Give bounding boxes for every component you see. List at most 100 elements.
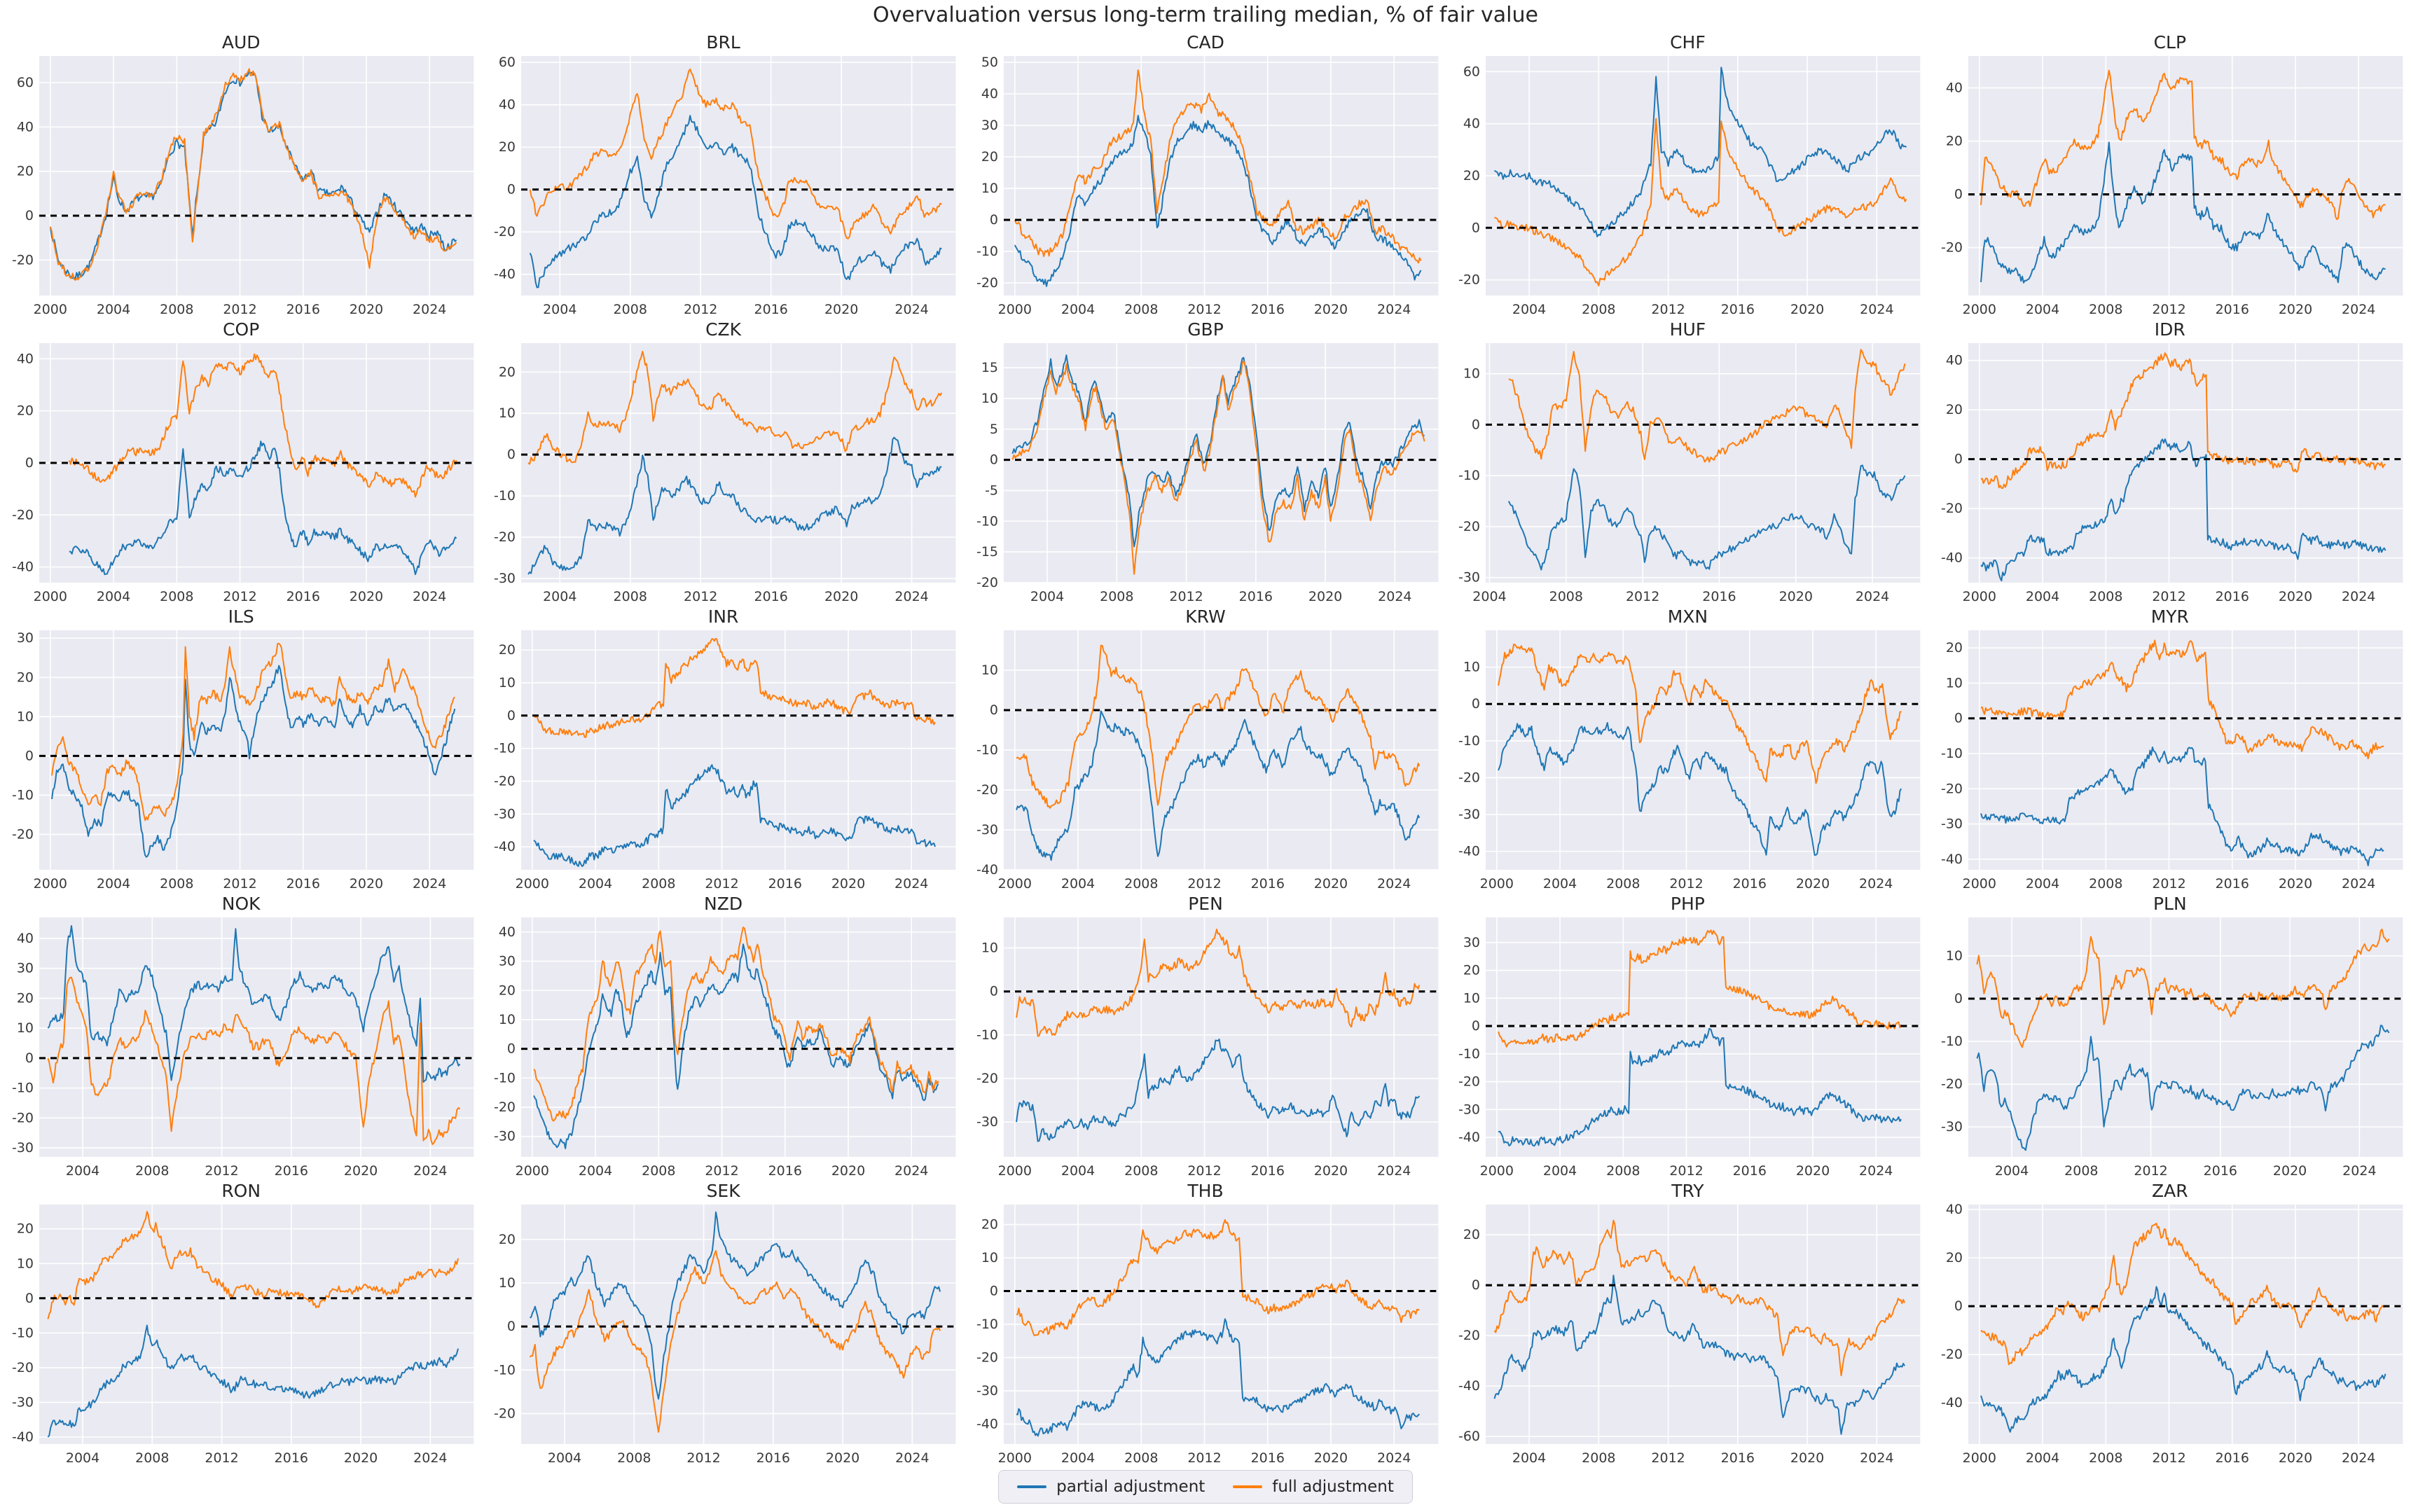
subplot-canvas-NZD: 2000 2004 2008 2012 2016 2020 2024 -30 -20 -10 0 10… [494,917,956,1179]
svg-text:2024: 2024 [413,589,446,604]
svg-text:2004: 2004 [2025,1450,2059,1466]
svg-text:2000: 2000 [34,876,67,892]
svg-text:20: 20 [1945,1250,1962,1265]
svg-text:-10: -10 [12,1081,34,1096]
subplot-title: RON [221,1181,261,1201]
svg-text:20: 20 [499,139,516,155]
svg-text:-20: -20 [976,782,998,798]
svg-text:2004: 2004 [1030,589,1064,604]
svg-text:2020: 2020 [2278,876,2312,892]
svg-text:2004: 2004 [2025,589,2059,604]
svg-text:20: 20 [1945,134,1962,149]
subplot-canvas-PLN: 2004 2008 2012 2016 2020 2024 -30 -20 -10 0 10 [1941,917,2403,1179]
svg-text:2008: 2008 [2089,1450,2122,1466]
svg-text:2020: 2020 [824,302,858,317]
svg-text:0: 0 [990,452,998,468]
subplot-title: BRL [706,32,740,53]
svg-text:40: 40 [499,924,516,940]
svg-text:2012: 2012 [684,302,717,317]
svg-text:-40: -40 [12,1429,34,1445]
subplot-canvas-MYR: 2000 2004 2008 2012 2016 2020 2024 -40 -30 -20 -10… [1941,630,2403,892]
svg-text:0: 0 [25,455,34,471]
svg-text:2008: 2008 [1124,1163,1158,1179]
svg-text:-10: -10 [494,1362,516,1378]
svg-text:-60: -60 [1458,1429,1480,1444]
svg-text:-30: -30 [12,1394,34,1410]
svg-text:2008: 2008 [160,302,193,317]
svg-text:2016: 2016 [286,876,320,892]
svg-text:2004: 2004 [1061,1450,1095,1466]
svg-text:2016: 2016 [1702,589,1736,604]
subplot-canvas-ILS: 2000 2004 2008 2012 2016 2020 2024 -20 -10 0 10 20 3… [12,630,474,892]
svg-text:0: 0 [1472,1277,1480,1293]
svg-text:10: 10 [1463,366,1480,382]
svg-text:2020: 2020 [2278,302,2312,317]
svg-text:2000: 2000 [1962,589,1996,604]
svg-text:2016: 2016 [275,1163,308,1179]
charts-grid: AUD 2000 2004 2008 2012 2016 2020 2024 -20 0 20 40 6… [0,31,2411,1466]
svg-text:0: 0 [507,182,516,197]
svg-text:5: 5 [990,422,998,437]
svg-text:-20: -20 [1941,501,1963,516]
legend-row: partial adjustment full adjustment [0,1466,2411,1507]
svg-text:2016: 2016 [286,302,320,317]
svg-text:-30: -30 [12,1140,34,1156]
svg-text:-20: -20 [1941,240,1963,256]
subplot-INR: INR 2000 2004 2008 2012 2016 2020 2024 -40 -30 -20… [482,605,964,892]
svg-text:2012: 2012 [205,1450,238,1466]
subplot-NOK: NOK 2004 2008 2012 2016 2020 2024 -30 -20 -10 0 10 2… [0,892,482,1179]
svg-text:2020: 2020 [350,876,383,892]
svg-text:2008: 2008 [2089,589,2122,604]
svg-text:-40: -40 [1941,550,1963,566]
svg-text:0: 0 [1472,1018,1480,1034]
subplot-canvas-IDR: 2000 2004 2008 2012 2016 2020 2024 -40 -20 0 20 40 [1941,343,2403,604]
svg-text:0: 0 [1954,452,1963,467]
svg-text:2012: 2012 [2152,589,2185,604]
svg-text:2008: 2008 [642,876,676,892]
svg-text:2008: 2008 [1124,302,1158,317]
svg-text:60: 60 [499,55,516,70]
svg-text:2004: 2004 [66,1163,99,1179]
svg-text:10: 10 [1463,990,1480,1006]
svg-text:-20: -20 [976,1071,998,1086]
subplot-canvas-CAD: 2000 2004 2008 2012 2016 2020 2024 -20 -10 0 10 20 3… [976,55,1439,317]
svg-text:2004: 2004 [1543,876,1577,892]
svg-text:2004: 2004 [66,1450,99,1466]
subplot-GBP: GBP 2004 2008 2012 2016 2020 2024 -20 -15 -10 -5 0 5… [965,318,1446,605]
svg-text:2012: 2012 [1626,589,1659,604]
svg-text:10: 10 [981,941,998,956]
svg-text:2008: 2008 [135,1163,169,1179]
legend-label-partial: partial adjustment [1056,1478,1206,1496]
svg-text:0: 0 [25,748,34,763]
svg-text:2004: 2004 [1473,589,1507,604]
svg-text:2012: 2012 [2152,1450,2185,1466]
svg-text:-10: -10 [494,1070,516,1086]
svg-text:2020: 2020 [824,589,858,604]
subplot-NZD: NZD 2000 2004 2008 2012 2016 2020 2024 -30 -20 -10… [482,892,964,1179]
svg-text:2024: 2024 [2342,1450,2375,1466]
svg-text:-40: -40 [12,560,34,575]
svg-text:2008: 2008 [135,1450,169,1466]
svg-text:2012: 2012 [1670,1163,1704,1179]
svg-text:2016: 2016 [1721,1450,1755,1466]
svg-text:30: 30 [17,630,34,646]
subplot-title: GBP [1187,319,1224,340]
svg-text:10: 10 [17,709,34,724]
svg-text:20: 20 [1463,963,1480,978]
svg-text:40: 40 [1945,81,1962,96]
svg-text:20: 20 [1463,1227,1480,1242]
svg-text:2016: 2016 [1250,876,1284,892]
svg-text:2020: 2020 [2273,1163,2307,1179]
subplot-canvas-PHP: 2000 2004 2008 2012 2016 2020 2024 -40 -30 -20 -10… [1458,917,1921,1179]
svg-text:10: 10 [499,1012,516,1027]
subplot-COP: COP 2000 2004 2008 2012 2016 2020 2024 -40 -20 0 20… [0,318,482,605]
svg-text:10: 10 [499,405,516,421]
svg-text:2004: 2004 [1061,1163,1095,1179]
subplot-ILS: ILS 2000 2004 2008 2012 2016 2020 2024 -20 -10 0 10… [0,605,482,892]
svg-text:0: 0 [507,1041,516,1057]
svg-text:0: 0 [990,212,998,228]
svg-text:0: 0 [507,447,516,462]
svg-text:2020: 2020 [826,1450,859,1466]
svg-text:2012: 2012 [705,876,739,892]
svg-text:2024: 2024 [1377,1163,1411,1179]
